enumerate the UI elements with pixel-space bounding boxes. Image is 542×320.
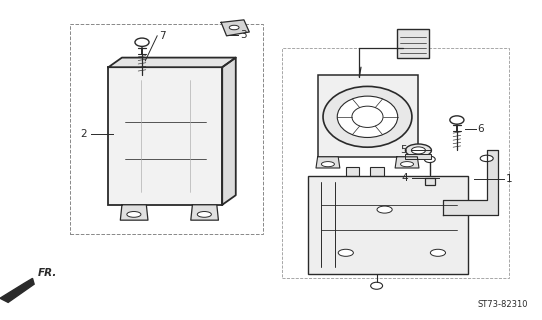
Ellipse shape xyxy=(127,212,141,217)
Ellipse shape xyxy=(411,147,425,154)
Ellipse shape xyxy=(430,249,446,256)
Polygon shape xyxy=(221,20,249,36)
Text: 1: 1 xyxy=(506,174,512,184)
Bar xyxy=(70,24,263,234)
Polygon shape xyxy=(0,278,34,302)
Bar xyxy=(397,29,429,58)
Text: 4: 4 xyxy=(401,172,408,183)
Ellipse shape xyxy=(371,282,383,289)
Bar xyxy=(308,176,468,274)
Polygon shape xyxy=(120,205,148,220)
Ellipse shape xyxy=(135,38,149,46)
Polygon shape xyxy=(222,58,236,205)
Text: 3: 3 xyxy=(240,29,247,40)
Ellipse shape xyxy=(377,206,392,213)
Ellipse shape xyxy=(405,144,431,157)
Ellipse shape xyxy=(424,156,435,163)
Ellipse shape xyxy=(229,25,239,30)
Polygon shape xyxy=(443,150,498,215)
Bar xyxy=(282,48,509,278)
Ellipse shape xyxy=(401,162,414,167)
Ellipse shape xyxy=(338,249,353,256)
Bar xyxy=(405,154,431,159)
Bar xyxy=(108,67,222,205)
Ellipse shape xyxy=(337,96,398,138)
Text: FR.: FR. xyxy=(38,268,57,278)
Bar xyxy=(318,75,418,157)
Ellipse shape xyxy=(197,212,211,217)
Polygon shape xyxy=(108,58,236,67)
Polygon shape xyxy=(191,205,218,220)
Polygon shape xyxy=(395,157,419,168)
Text: 6: 6 xyxy=(478,124,484,134)
Text: 5: 5 xyxy=(400,145,406,156)
Ellipse shape xyxy=(352,106,383,127)
Ellipse shape xyxy=(450,116,464,124)
Text: 2: 2 xyxy=(80,129,87,140)
Text: ST73-82310: ST73-82310 xyxy=(478,300,528,309)
Ellipse shape xyxy=(323,86,412,147)
Polygon shape xyxy=(316,157,340,168)
Bar xyxy=(425,178,435,185)
Text: 7: 7 xyxy=(159,31,165,41)
Bar xyxy=(346,167,359,176)
Ellipse shape xyxy=(321,162,334,167)
Ellipse shape xyxy=(480,155,493,162)
Bar xyxy=(370,167,384,176)
